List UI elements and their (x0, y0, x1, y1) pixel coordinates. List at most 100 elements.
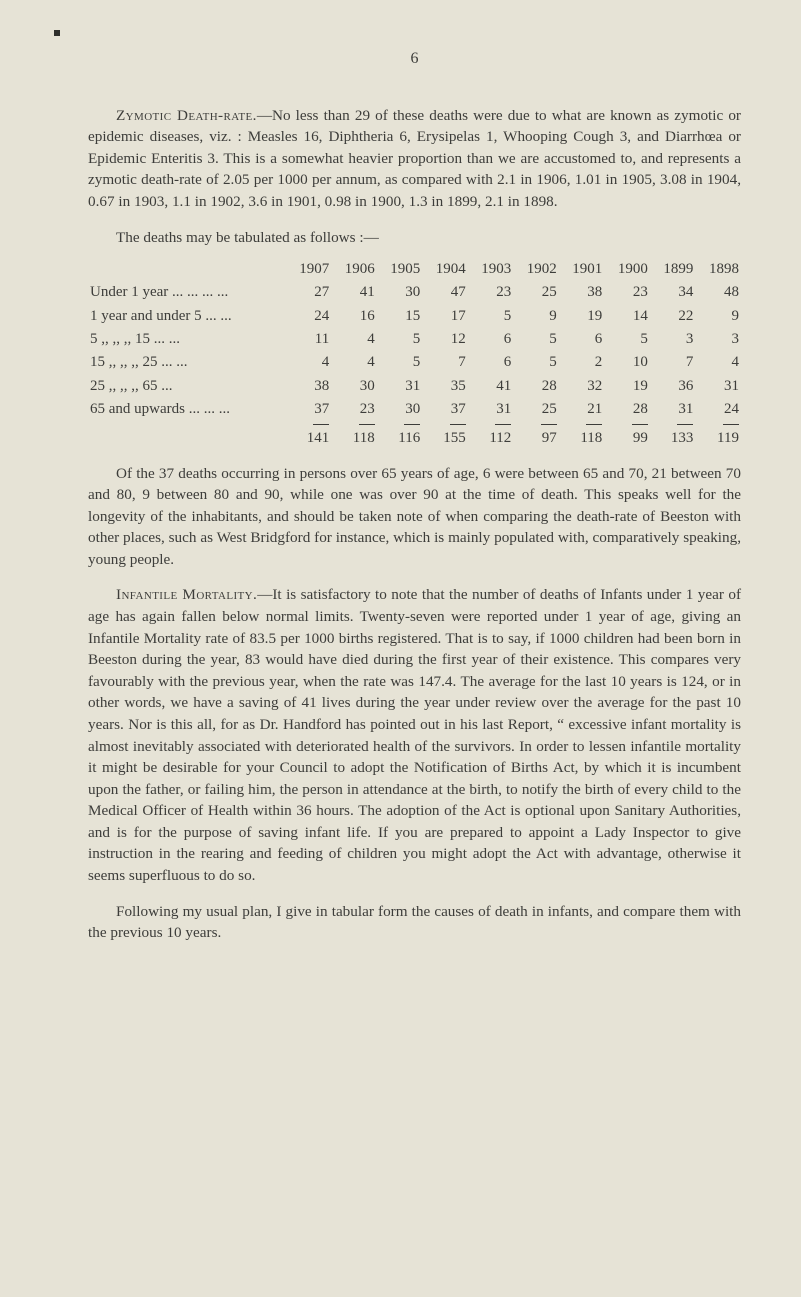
total-cell: 155 (422, 427, 468, 450)
cell: 23 (331, 398, 377, 421)
cell: 47 (422, 281, 468, 304)
year-col: 1899 (650, 258, 696, 281)
cell: 6 (468, 328, 514, 351)
zymotic-lead: Zymotic Death-rate. (116, 107, 257, 124)
cell: 31 (695, 375, 741, 398)
page-number: 6 (88, 48, 741, 71)
table-row: 5 ,, ,, ,, 15 ... ... 11 4 5 12 6 5 6 5 … (88, 328, 741, 351)
paragraph-following: Following my usual plan, I give in tabul… (88, 901, 741, 944)
table-row: 15 ,, ,, ,, 25 ... ... 4 4 5 7 6 5 2 10 … (88, 351, 741, 374)
cell: 11 (286, 328, 332, 351)
cell: 36 (650, 375, 696, 398)
cell: 37 (286, 398, 332, 421)
year-col: 1903 (468, 258, 514, 281)
totals-blank (88, 427, 286, 450)
cell: 19 (559, 305, 605, 328)
row-label: 25 ,, ,, ,, 65 ... (88, 375, 286, 398)
total-cell: 99 (604, 427, 650, 450)
total-cell: 112 (468, 427, 514, 450)
cell: 30 (331, 375, 377, 398)
cell: 27 (286, 281, 332, 304)
cell: 10 (604, 351, 650, 374)
total-cell: 118 (559, 427, 605, 450)
table-row: 65 and upwards ... ... ... 37 23 30 37 3… (88, 398, 741, 421)
year-col: 1901 (559, 258, 605, 281)
cell: 5 (377, 328, 423, 351)
cell: 15 (377, 305, 423, 328)
year-col: 1900 (604, 258, 650, 281)
cell: 4 (331, 351, 377, 374)
cell: 3 (695, 328, 741, 351)
cell: 5 (604, 328, 650, 351)
cell: 4 (695, 351, 741, 374)
cell: 38 (286, 375, 332, 398)
cell: 6 (468, 351, 514, 374)
table-row: 1 year and under 5 ... ... 24 16 15 17 5… (88, 305, 741, 328)
cell: 9 (513, 305, 559, 328)
cell: 5 (513, 328, 559, 351)
cell: 23 (604, 281, 650, 304)
cell: 17 (422, 305, 468, 328)
cell: 14 (604, 305, 650, 328)
year-col: 1906 (331, 258, 377, 281)
row-label: 5 ,, ,, ,, 15 ... ... (88, 328, 286, 351)
cell: 3 (650, 328, 696, 351)
row-label: 1 year and under 5 ... ... (88, 305, 286, 328)
cell: 48 (695, 281, 741, 304)
cell: 31 (650, 398, 696, 421)
cell: 16 (331, 305, 377, 328)
year-col: 1905 (377, 258, 423, 281)
infantile-rest: —It is satisfactory to note that the num… (88, 586, 741, 884)
paragraph-infantile: Infantile Mortality.—It is satisfactory … (88, 584, 741, 886)
cell: 34 (650, 281, 696, 304)
cell: 6 (559, 328, 605, 351)
cell: 7 (650, 351, 696, 374)
cell: 41 (468, 375, 514, 398)
table-header-row: 1907 1906 1905 1904 1903 1902 1901 1900 … (88, 258, 741, 281)
table-intro: The deaths may be tabulated as follows :… (88, 227, 741, 249)
row-label: 65 and upwards ... ... ... (88, 398, 286, 421)
cell: 2 (559, 351, 605, 374)
cell: 25 (513, 398, 559, 421)
row-label: 15 ,, ,, ,, 25 ... ... (88, 351, 286, 374)
cell: 4 (286, 351, 332, 374)
total-cell: 116 (377, 427, 423, 450)
cell: 25 (513, 281, 559, 304)
year-col: 1902 (513, 258, 559, 281)
cell: 28 (604, 398, 650, 421)
cell: 32 (559, 375, 605, 398)
cell: 24 (695, 398, 741, 421)
deaths-table: 1907 1906 1905 1904 1903 1902 1901 1900 … (88, 258, 741, 450)
total-cell: 118 (331, 427, 377, 450)
cell: 7 (422, 351, 468, 374)
year-col: 1907 (286, 258, 332, 281)
cell: 30 (377, 281, 423, 304)
table-header-blank (88, 258, 286, 281)
cell: 19 (604, 375, 650, 398)
cell: 22 (650, 305, 696, 328)
paragraph-ages: Of the 37 deaths occurring in persons ov… (88, 463, 741, 571)
cell: 12 (422, 328, 468, 351)
total-cell: 119 (695, 427, 741, 450)
cell: 5 (513, 351, 559, 374)
row-label: Under 1 year ... ... ... ... (88, 281, 286, 304)
year-col: 1904 (422, 258, 468, 281)
cell: 24 (286, 305, 332, 328)
cell: 28 (513, 375, 559, 398)
total-cell: 97 (513, 427, 559, 450)
total-cell: 133 (650, 427, 696, 450)
infantile-lead: Infantile Mortality. (116, 586, 257, 603)
table-totals-row: 141 118 116 155 112 97 118 99 133 119 (88, 427, 741, 450)
cell: 35 (422, 375, 468, 398)
cell: 5 (468, 305, 514, 328)
cell: 9 (695, 305, 741, 328)
page-mark-dot (54, 30, 60, 36)
table-row: 25 ,, ,, ,, 65 ... 38 30 31 35 41 28 32 … (88, 375, 741, 398)
total-cell: 141 (286, 427, 332, 450)
cell: 21 (559, 398, 605, 421)
cell: 5 (377, 351, 423, 374)
cell: 23 (468, 281, 514, 304)
year-col: 1898 (695, 258, 741, 281)
cell: 37 (422, 398, 468, 421)
cell: 31 (377, 375, 423, 398)
